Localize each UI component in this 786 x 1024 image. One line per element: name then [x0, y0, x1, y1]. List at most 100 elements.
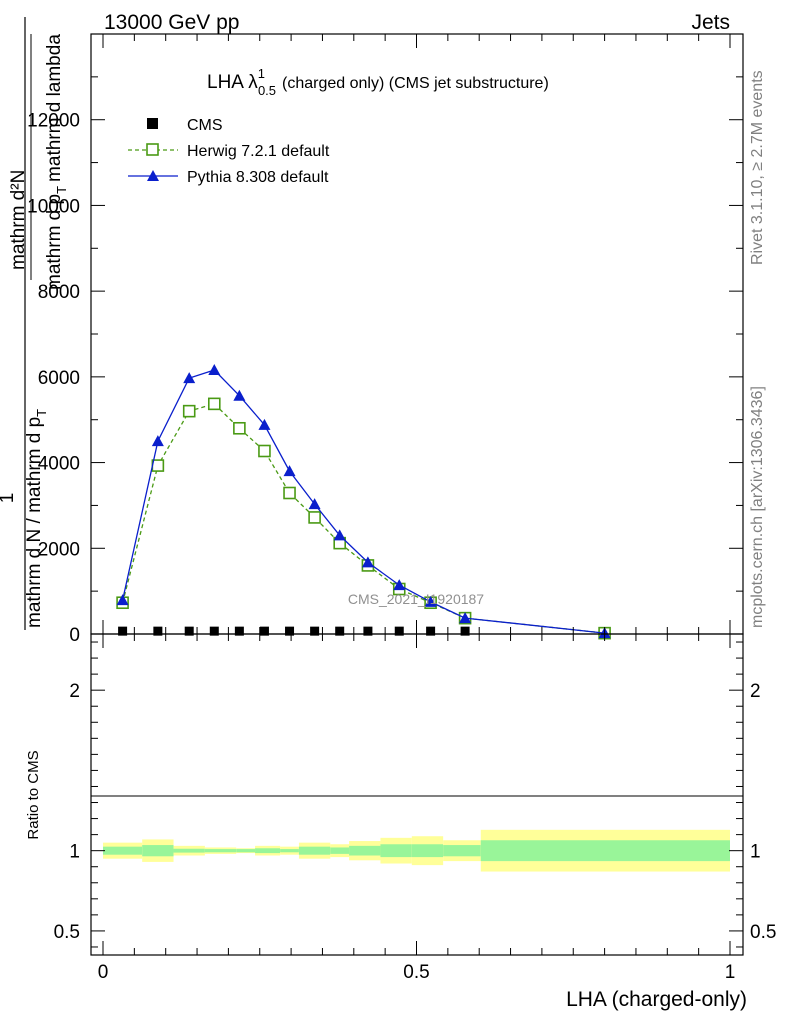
data-point-herwig [151, 459, 165, 472]
ratio-band-inner [280, 849, 299, 853]
y-tick-label: 6000 [38, 368, 80, 389]
ratio-ylabel: Ratio to CMS [25, 750, 42, 839]
legend-label-pythia: Pythia 8.308 default [187, 169, 329, 186]
rivet-label: Rivet 3.1.10, ≥ 2.7M events [749, 70, 766, 265]
data-point-cms [234, 626, 244, 636]
ratio-bands [103, 829, 730, 872]
ylabel-prefix: 1 [0, 493, 18, 504]
ratio-y-tick-label: 2 [69, 681, 80, 702]
watermark: CMS_2021_I1920187 [348, 591, 484, 607]
ratio-ticks: 0.5 0.5 1 1 2 2 0 0.5 1 [54, 634, 776, 983]
data-point-pythia [233, 389, 246, 401]
data-point-pythia [308, 498, 321, 510]
ratio-band-inner [298, 846, 331, 855]
ratio-y-tick-label-right: 2 [750, 681, 761, 702]
mcplots-label: mcplots.cern.ch [arXiv:1306.3436] [749, 386, 766, 628]
data-point-pythia [283, 465, 296, 477]
data-point-cms [285, 626, 295, 636]
ratio-band-inner [349, 845, 381, 856]
data-point-herwig [207, 397, 221, 411]
data-point-pythia [333, 529, 346, 541]
ylabel-numerator-sub: T [54, 186, 69, 194]
ratio-band-inner [480, 840, 730, 862]
ratio-band-inner [173, 848, 205, 853]
legend-marker-pythia [147, 170, 159, 181]
ratio-band-inner [204, 849, 237, 853]
data-point-cms [426, 626, 436, 636]
x-tick-label: 1 [725, 962, 736, 983]
ratio-band-inner [236, 849, 256, 853]
data-point-pythia [151, 435, 164, 447]
data-point-herwig [182, 404, 196, 418]
data-point-cms [153, 626, 163, 636]
data-point-pythia [424, 595, 437, 607]
ylabel-numerator-2: mathrm d p [44, 194, 65, 290]
ylabel-numerator-b: mathrm d pTmathrm d lambda [44, 34, 69, 290]
header-right: Jets [691, 11, 730, 34]
data-point-pythia [459, 612, 472, 624]
data-point-herwig [233, 421, 246, 435]
data-point-cms [394, 626, 404, 636]
legend: CMS Herwig 7.2.1 default Pythia 8.308 de… [128, 117, 330, 186]
x-tick-label: 0.5 [403, 962, 429, 983]
data-point-cms [209, 626, 219, 636]
main-ylabel: 1 mathrm d N / mathrm d pT mathrm d²N ma… [0, 17, 69, 630]
data-point-cms [184, 626, 194, 636]
chart-title: LHA λ1 0.5 (charged only) (CMS jet substru… [207, 66, 549, 98]
legend-marker-cms [147, 118, 158, 129]
ratio-frame [90, 633, 744, 956]
data-point-pythia [361, 556, 374, 568]
ratio-y-tick-label: 1 [69, 842, 80, 863]
series-line [121, 369, 605, 634]
data-point-herwig [258, 444, 271, 458]
ylabel-numerator-3: mathrm d lambda [44, 34, 65, 182]
data-point-cms [460, 626, 470, 636]
data-point-pythia [208, 364, 221, 375]
legend-label-cms: CMS [187, 117, 223, 134]
y-tick-label: 2000 [38, 539, 80, 560]
y-tick-label: 10000 [27, 196, 80, 217]
y-tick-label: 0 [69, 625, 80, 646]
ylabel-denominator-sub: T [34, 409, 49, 417]
data-point-pythia [183, 372, 196, 384]
data-point-cms [259, 626, 269, 636]
x-axis-label: LHA (charged-only) [566, 988, 747, 1011]
ratio-band-inner [380, 844, 412, 858]
main-ticks: 0 2000 4000 6000 8000 10000 12000 [27, 34, 743, 646]
data-point-pythia [116, 594, 129, 606]
main-series [116, 364, 611, 640]
chart-title-sub: 0.5 [258, 83, 276, 98]
ratio-y-tick-label: 0.5 [54, 922, 80, 943]
ylabel-numerator-a: mathrm d²N [8, 170, 29, 270]
ylabel-denominator-text: mathrm d N / mathrm d p [24, 417, 45, 628]
data-point-cms [310, 626, 320, 636]
ylabel-denominator: mathrm d N / mathrm d pT [24, 409, 49, 628]
ylabel-numerator-1: mathrm d²N [8, 170, 29, 270]
ratio-band-inner [255, 848, 281, 854]
legend-label-herwig: Herwig 7.2.1 default [187, 143, 330, 160]
data-point-cms [335, 626, 345, 636]
y-tick-label: 12000 [27, 111, 80, 132]
data-point-pythia [258, 418, 271, 430]
ratio-band-inner [411, 844, 444, 858]
ratio-band-inner [330, 847, 350, 854]
chart-title-rest: (charged only) (CMS jet substructure) [282, 75, 549, 92]
ratio-band-inner [443, 845, 481, 857]
data-point-herwig [308, 511, 321, 524]
chart-title-main: LHA λ [207, 72, 258, 93]
data-point-herwig [283, 486, 296, 500]
ratio-y-tick-label-right: 1 [750, 842, 761, 863]
header-left: 13000 GeV pp [104, 11, 239, 34]
ratio-band-inner [103, 846, 143, 855]
chart-title-sup: 1 [258, 66, 265, 81]
data-point-cms [363, 626, 373, 636]
data-point-pythia [393, 579, 406, 591]
x-tick-label: 0 [98, 962, 109, 983]
series-line [121, 403, 605, 634]
legend-marker-herwig [146, 143, 159, 156]
ratio-band-inner [142, 845, 174, 857]
ratio-y-tick-label-right: 0.5 [750, 922, 776, 943]
ratio-panel: 0.5 0.5 1 1 2 2 0 0.5 1 Ratio to CMS LHA (charge… [25, 633, 776, 1011]
